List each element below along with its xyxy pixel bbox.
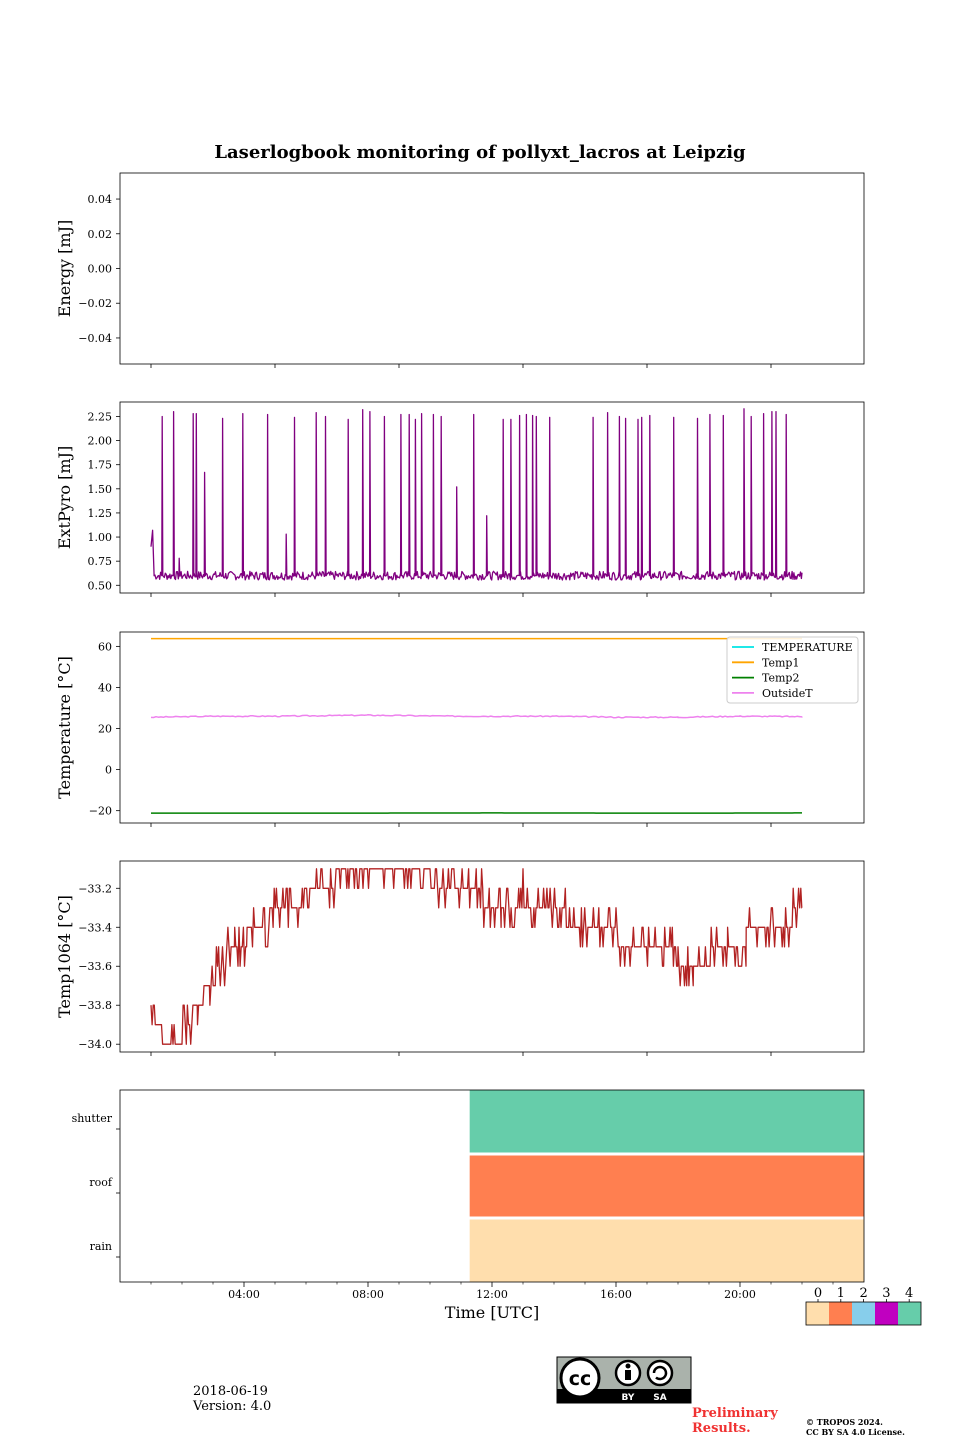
y-tick-label: 1.50 <box>88 483 113 496</box>
extpyro-panel: 0.50 0.75 1.00 1.25 1.50 1.75 2.00 2.25 ExtPyro … <box>55 401 865 597</box>
y-tick-label: 0.04 <box>88 193 113 206</box>
plot-frame <box>119 401 865 594</box>
status-panel: rain roof shutter 04:00 08:00 12:00 16:00 20:00… <box>72 1089 865 1322</box>
share-alike-icon <box>646 1359 674 1387</box>
preliminary-line2: Results. <box>692 1421 751 1436</box>
x-tick-label: 20:00 <box>724 1288 756 1301</box>
date-label: 2018-06-19 <box>193 1384 268 1399</box>
y-tick-label: −0.04 <box>78 332 112 345</box>
y-axis-label: Temperature [°C] <box>55 656 74 799</box>
y-tick-label: 0.02 <box>88 228 113 241</box>
y-tick-label: 60 <box>98 640 112 653</box>
plot-frame <box>119 631 865 824</box>
y-tick-label: −0.02 <box>78 297 112 310</box>
colorbar-swatch-3 <box>875 1302 898 1325</box>
colorbar-swatch-1 <box>829 1302 852 1325</box>
preliminary-line1: Preliminary <box>692 1406 778 1421</box>
x-tick-label: 08:00 <box>352 1288 384 1301</box>
status-cell-roof <box>469 1155 864 1217</box>
x-tick-label: 12:00 <box>476 1288 508 1301</box>
x-tick-label: 04:00 <box>228 1288 260 1301</box>
legend: TEMPERATURE Temp1 Temp2 OutsideT <box>726 636 859 704</box>
y-tick-label: −34.0 <box>78 1038 112 1051</box>
y-tick-label: −33.6 <box>78 960 112 973</box>
y-tick-label: 0.50 <box>88 579 113 592</box>
cc-by-sa-logo: cc BY SA <box>556 1356 692 1404</box>
version-label: Version: 4.0 <box>193 1399 272 1414</box>
colorbar-swatch-0 <box>806 1302 829 1325</box>
y-tick-label: 2.25 <box>88 410 113 423</box>
colorbar-swatch-2 <box>852 1302 875 1325</box>
colorbar-tick-label: 2 <box>859 1286 867 1301</box>
by-label: BY <box>622 1393 635 1403</box>
y-axis-label: Temp1064 [°C] <box>55 895 74 1018</box>
plot-frame <box>119 860 865 1053</box>
row-label: roof <box>89 1176 113 1189</box>
legend-entry: OutsideT <box>762 687 813 700</box>
legend-entry: TEMPERATURE <box>762 641 853 654</box>
y-tick-label: 20 <box>98 723 112 736</box>
y-tick-label: 1.75 <box>88 459 113 472</box>
colorbar-tick-label: 4 <box>905 1286 913 1301</box>
y-tick-label: −33.8 <box>78 999 112 1012</box>
copyright-line2: CC BY SA 4.0 License. <box>806 1427 905 1437</box>
temperature-panel: −20 0 20 40 60 Temperature [°C] TEMPERATURE Tem… <box>55 631 865 827</box>
plot-frame <box>119 172 865 365</box>
y-tick-label: −20 <box>89 805 112 818</box>
colorbar-tick-label: 0 <box>814 1286 822 1301</box>
status-cell-shutter <box>469 1090 864 1153</box>
row-label: shutter <box>72 1112 113 1125</box>
y-tick-label: 1.25 <box>88 507 113 520</box>
copyright-line1: © TROPOS 2024. <box>806 1417 883 1427</box>
temp1064-panel: −34.0 −33.8 −33.6 −33.4 −33.2 Temp1064 [°C] <box>55 860 865 1056</box>
figure-title: Laserlogbook monitoring of pollyxt_lacro… <box>214 142 746 163</box>
row-label: rain <box>90 1240 112 1253</box>
y-tick-label: −33.2 <box>78 882 112 895</box>
y-tick-label: 0.75 <box>88 555 113 568</box>
y-tick-label: 2.00 <box>88 435 113 448</box>
colorbar-tick-label: 1 <box>837 1286 845 1301</box>
y-tick-label: 0.00 <box>88 263 113 276</box>
sa-label: SA <box>653 1393 666 1403</box>
extpyro-series-line <box>150 408 803 581</box>
colorbar-swatch-4 <box>898 1302 921 1325</box>
y-tick-label: 40 <box>98 681 112 694</box>
legend-entry: Temp1 <box>762 656 799 669</box>
y-tick-label: −33.4 <box>78 921 112 934</box>
y-tick-label: 1.00 <box>88 531 113 544</box>
temp1064-series-line <box>150 868 803 1045</box>
colorbar-tick-label: 3 <box>882 1286 890 1301</box>
legend-entry: Temp2 <box>762 672 799 685</box>
energy-panel: −0.04 −0.02 0.00 0.02 0.04 Energy [mJ] <box>55 172 865 368</box>
x-axis-label: Time [UTC] <box>445 1303 539 1322</box>
footer-info: 2018-06-19 Version: 4.0 <box>193 1384 271 1414</box>
series-line-outsidet <box>150 714 803 719</box>
y-tick-label: 0 <box>105 764 112 777</box>
copyright-note: © TROPOS 2024. CC BY SA 4.0 License. <box>806 1417 905 1437</box>
y-axis-label: Energy [mJ] <box>55 220 74 318</box>
legend-frame <box>726 636 859 704</box>
status-cell-rain <box>469 1219 864 1282</box>
preliminary-note: Preliminary Results. <box>692 1406 778 1436</box>
x-tick-label: 16:00 <box>600 1288 632 1301</box>
y-axis-label: ExtPyro [mJ] <box>55 446 74 549</box>
cc-icon: cc <box>569 1368 592 1390</box>
